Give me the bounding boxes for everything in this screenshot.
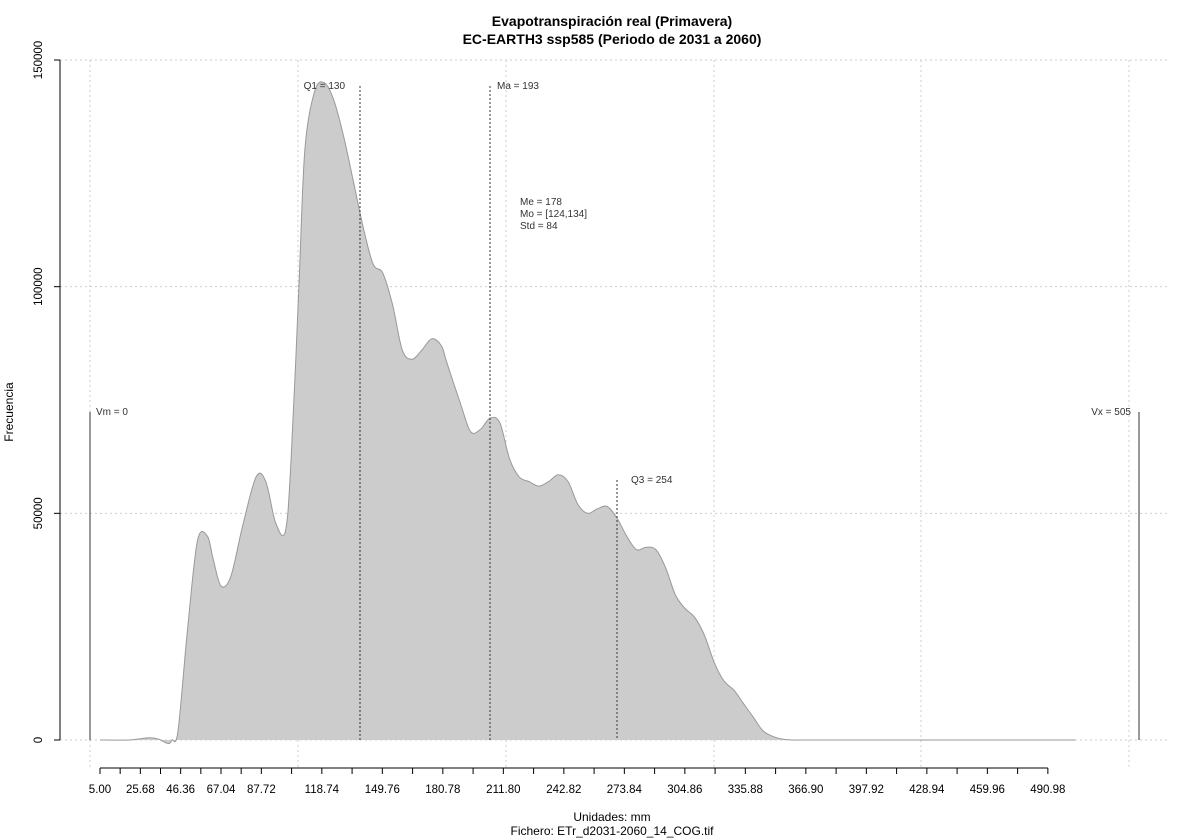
y-tick-label: 150000 xyxy=(33,41,45,79)
x-axis-label: Unidades: mm xyxy=(573,810,650,824)
y-tick-label: 50000 xyxy=(33,497,45,529)
x-tick-label: 335.88 xyxy=(728,784,763,796)
x-tick-label: 211.80 xyxy=(486,784,520,796)
reference-label: Q3 = 254 xyxy=(631,475,673,486)
density-curve xyxy=(99,81,1076,745)
density-fill xyxy=(100,81,1076,744)
x-tick-label: 490.98 xyxy=(1030,784,1065,796)
y-tick-label: 0 xyxy=(33,737,45,743)
x-tick-label: 459.96 xyxy=(970,784,1005,796)
reference-lines: Vm = 0 Q1 = 130 Ma = 193 Q3 = 254 Vx = 505 xyxy=(89,81,1140,740)
stat-mean: Me = 178 xyxy=(520,197,562,208)
x-tick-label: 87.72 xyxy=(247,784,276,796)
reference-label: Vx = 505 xyxy=(1091,407,1131,418)
x-tick-label: 273.84 xyxy=(607,784,643,796)
chart-title: Evapotranspiración real (Primavera) xyxy=(492,13,732,29)
stat-std: Std = 84 xyxy=(520,221,558,232)
reference-label: Q1 = 130 xyxy=(304,81,346,92)
stat-mode: Mo = [124,134] xyxy=(520,209,587,220)
x-tick-label: 366.90 xyxy=(788,784,823,796)
x-tick-label: 242.82 xyxy=(546,784,581,796)
x-tick-label: 5.00 xyxy=(89,784,111,796)
y-tick-label: 100000 xyxy=(33,267,45,305)
y-axis-label: Frecuencia xyxy=(2,382,16,442)
x-tick-label: 118.74 xyxy=(305,784,340,796)
chart-subtitle: EC-EARTH3 ssp585 (Periodo de 2031 a 2060… xyxy=(463,31,762,47)
x-tick-label: 397.92 xyxy=(849,784,884,796)
x-tick-label: 149.76 xyxy=(365,784,400,796)
x-tick-label: 67.04 xyxy=(207,784,236,796)
axes: 0 50000 100000 150000 5.00 25.68 46.36 67.04 87.… xyxy=(33,41,1065,796)
x-tick-label: 428.94 xyxy=(909,784,945,796)
x-tick-label: 304.86 xyxy=(667,784,702,796)
density-area xyxy=(99,81,1076,745)
stats-annotation: Me = 178 Mo = [124,134] Std = 84 xyxy=(520,197,587,232)
x-tick-label: 180.78 xyxy=(425,784,460,796)
reference-label: Vm = 0 xyxy=(96,407,128,418)
x-tick-label: 46.36 xyxy=(166,784,195,796)
file-caption: Fichero: ETr_d2031-2060_14_COG.tif xyxy=(511,824,715,838)
reference-label: Ma = 193 xyxy=(497,81,539,92)
x-tick-label: 25.68 xyxy=(126,784,155,796)
